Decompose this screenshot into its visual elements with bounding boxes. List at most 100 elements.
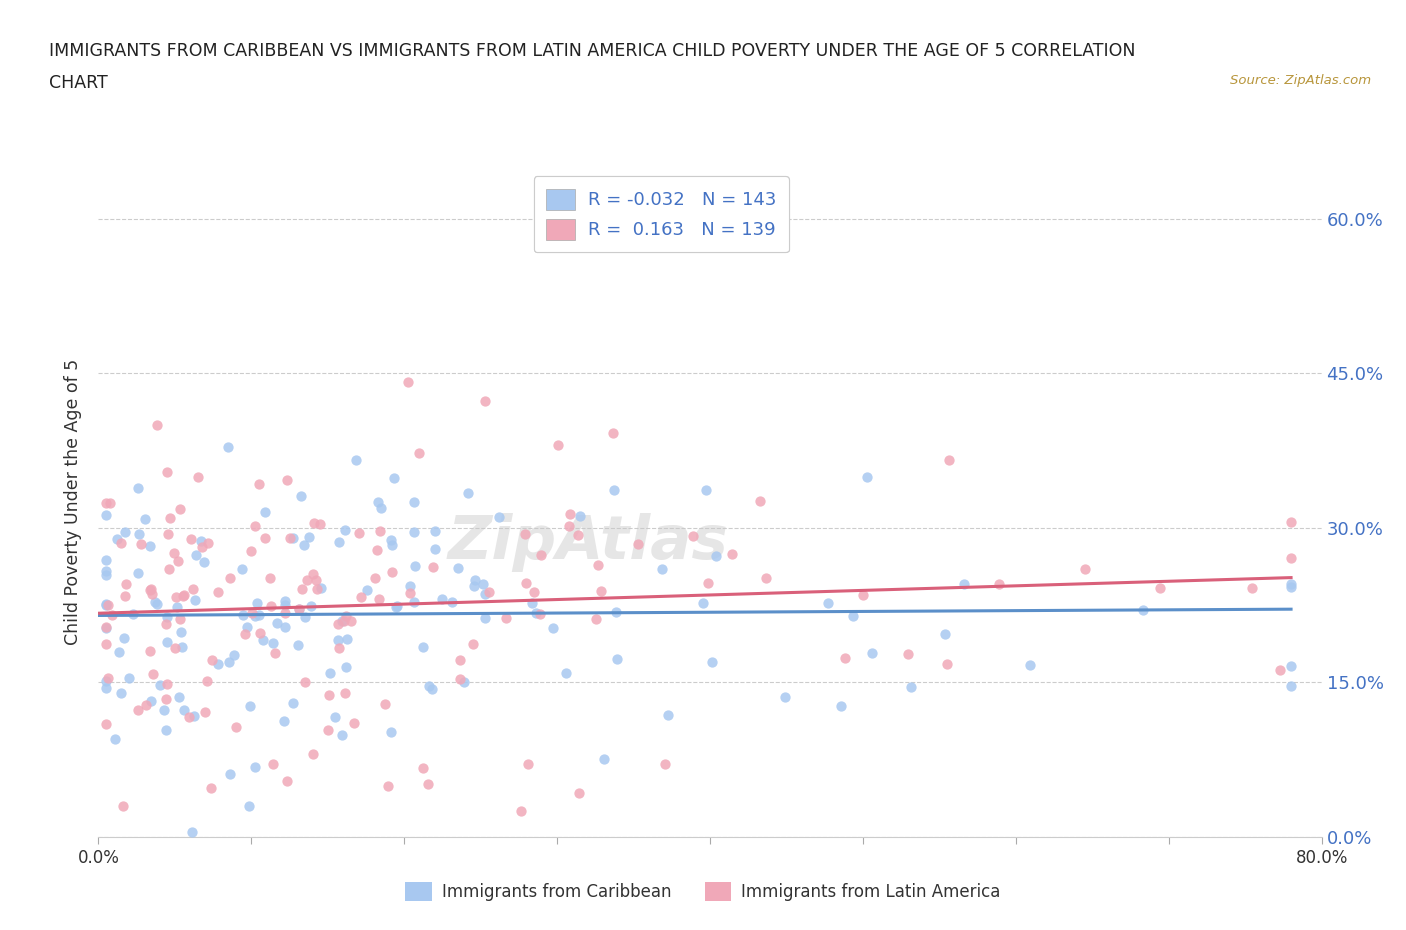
Point [181, 824, 204, 839]
Point [682, 528, 704, 543]
Point [385, 600, 408, 615]
Point [97, 598, 120, 613]
Point [232, 607, 254, 622]
Point [138, 538, 160, 553]
Point [935, 657, 957, 671]
Point [260, 599, 283, 614]
Point [231, 562, 253, 577]
Point [243, 760, 266, 775]
Point [94, 596, 117, 611]
Legend: R = -0.032   N = 143, R =  0.163   N = 139: R = -0.032 N = 143, R = 0.163 N = 139 [533, 177, 789, 252]
Point [273, 713, 295, 728]
Point [323, 710, 346, 724]
Text: Source: ZipAtlas.com: Source: ZipAtlas.com [1230, 74, 1371, 87]
Point [184, 593, 207, 608]
Point [309, 517, 332, 532]
Point [94, 673, 117, 688]
Point [118, 671, 141, 685]
Point [356, 582, 378, 597]
Point [523, 585, 546, 600]
Y-axis label: Child Poverty Under the Age of 5: Child Poverty Under the Age of 5 [65, 359, 83, 645]
Point [627, 537, 650, 551]
Point [463, 578, 485, 593]
Point [193, 554, 215, 569]
Point [170, 640, 193, 655]
Point [139, 644, 162, 658]
Point [155, 691, 177, 706]
Point [254, 505, 277, 520]
Point [336, 631, 359, 646]
Point [115, 577, 138, 591]
Point [104, 731, 127, 746]
Point [127, 566, 149, 581]
Point [165, 590, 187, 604]
Point [478, 584, 501, 599]
Point [134, 512, 156, 526]
Point [418, 679, 440, 694]
Text: IMMIGRANTS FROM CARIBBEAN VS IMMIGRANTS FROM LATIN AMERICA CHILD POVERTY UNDER T: IMMIGRANTS FROM CARIBBEAN VS IMMIGRANTS … [49, 42, 1136, 60]
Point [163, 546, 186, 561]
Point [856, 470, 879, 485]
Point [398, 578, 420, 593]
Point [264, 646, 287, 661]
Point [404, 594, 426, 609]
Point [166, 553, 188, 568]
Point [380, 724, 402, 739]
Point [547, 437, 569, 452]
Point [513, 526, 536, 541]
Point [155, 617, 177, 631]
Point [294, 674, 316, 689]
Point [114, 525, 136, 539]
Point [399, 586, 422, 601]
Point [294, 610, 316, 625]
Point [139, 694, 162, 709]
Point [382, 470, 405, 485]
Point [555, 666, 578, 681]
Point [309, 580, 332, 595]
Point [457, 485, 479, 500]
Point [602, 426, 624, 441]
Point [287, 638, 309, 653]
Point [302, 515, 325, 530]
Point [603, 483, 626, 498]
Point [333, 523, 356, 538]
Point [377, 778, 399, 793]
Point [520, 595, 543, 610]
Point [274, 597, 297, 612]
Point [830, 698, 852, 713]
Point [471, 576, 494, 591]
Point [449, 671, 471, 686]
Point [281, 696, 304, 711]
Point [526, 605, 548, 620]
Point [721, 546, 744, 561]
Point [328, 534, 350, 549]
Point [172, 589, 194, 604]
Point [453, 675, 475, 690]
Point [657, 708, 679, 723]
Point [335, 686, 357, 701]
Point [262, 757, 284, 772]
Point [243, 608, 266, 623]
Point [94, 681, 117, 696]
Point [181, 581, 204, 596]
Point [122, 606, 145, 621]
Point [430, 591, 453, 606]
Point [817, 595, 839, 610]
Point [381, 538, 404, 552]
Point [568, 786, 591, 801]
Point [1074, 562, 1097, 577]
Point [105, 531, 128, 546]
Point [953, 577, 976, 591]
Point [330, 614, 353, 629]
Point [568, 509, 591, 524]
Point [247, 477, 270, 492]
Point [169, 502, 191, 517]
Point [135, 698, 157, 712]
Point [247, 607, 270, 622]
Point [335, 608, 357, 623]
Point [651, 561, 673, 576]
Point [326, 617, 349, 631]
Text: ZipAtlas: ZipAtlas [447, 512, 728, 572]
Point [370, 500, 392, 515]
Point [94, 567, 117, 582]
